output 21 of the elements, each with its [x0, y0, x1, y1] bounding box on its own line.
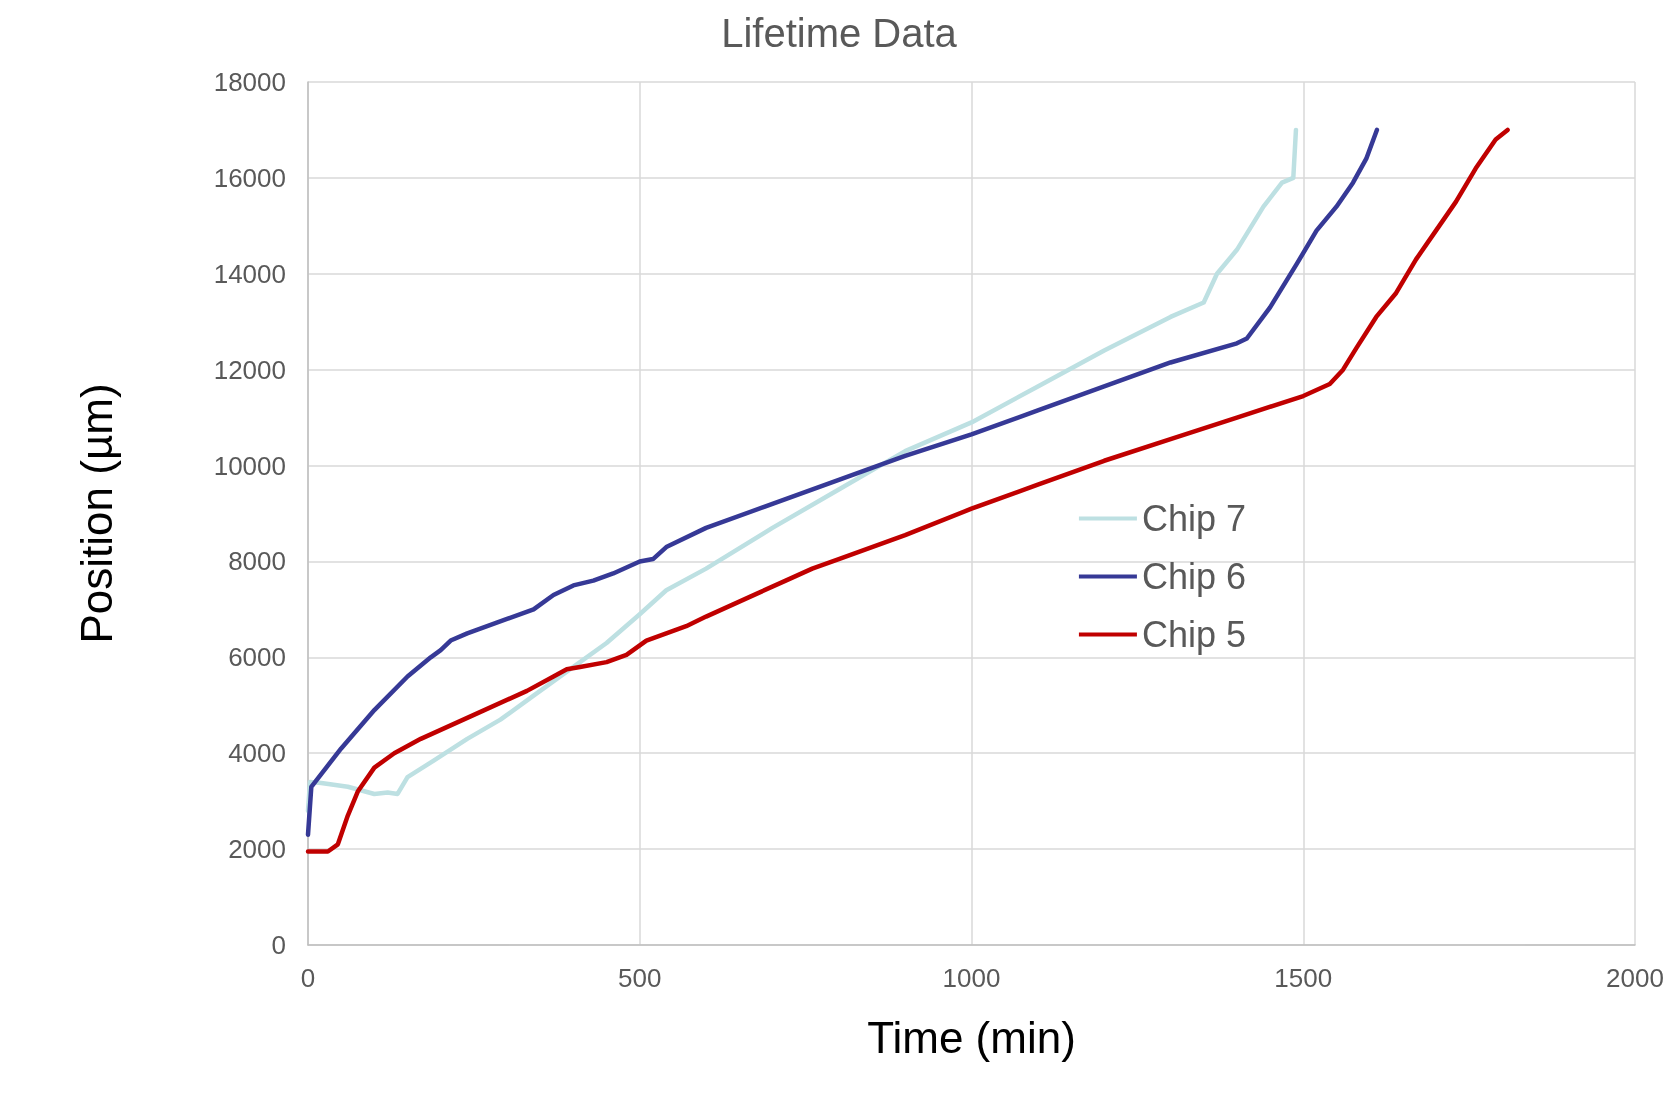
chart-title: Lifetime Data	[721, 11, 958, 55]
y-tick-label: 12000	[213, 354, 286, 385]
y-tick-label: 16000	[213, 162, 286, 193]
x-axis-title: Time (min)	[867, 1012, 1076, 1062]
y-tick-label: 8000	[228, 546, 286, 577]
legend-label: Chip 6	[1141, 555, 1246, 597]
y-tick-label: 0	[271, 930, 286, 960]
x-tick-label: 2000	[1606, 963, 1664, 993]
legend-label: Chip 5	[1141, 613, 1246, 655]
y-tick-label: 18000	[213, 67, 286, 97]
y-tick-label: 4000	[228, 738, 286, 769]
y-tick-label: 2000	[228, 834, 286, 865]
legend-label: Chip 7	[1141, 497, 1246, 539]
x-tick-label: 0	[300, 963, 316, 993]
x-tick-label: 500	[618, 963, 662, 993]
x-tick-label: 1000	[942, 963, 1001, 993]
y-tick-label: 14000	[213, 258, 286, 289]
y-tick-label: 6000	[228, 642, 286, 673]
y-tick-label: 10000	[213, 450, 286, 481]
y-axis-title: Position (µm)	[71, 383, 121, 644]
x-tick-label: 1500	[1274, 963, 1333, 993]
